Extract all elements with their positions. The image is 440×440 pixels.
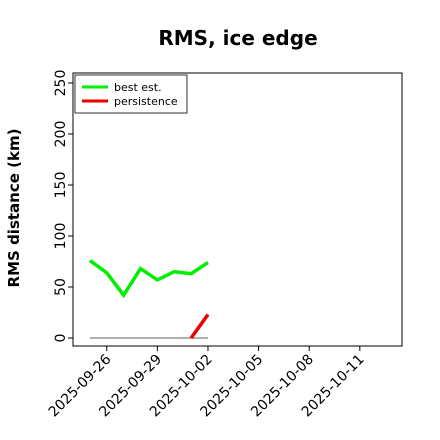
legend-box <box>74 74 188 114</box>
y-tick-label: 150 <box>53 172 69 199</box>
plot-area <box>72 72 403 347</box>
y-tick-label: 50 <box>53 278 69 296</box>
y-axis-label: RMS distance (km) <box>5 129 23 288</box>
y-tick-label: 200 <box>53 121 69 148</box>
series-line-persistence <box>189 313 210 340</box>
series-layer <box>88 259 210 340</box>
y-tick-label: 0 <box>53 334 69 343</box>
chart-title: RMS, ice edge <box>158 26 317 50</box>
legend: best est. persistence <box>74 74 188 114</box>
legend-label-best-est: best est. <box>114 81 162 94</box>
y-tick-label: 100 <box>53 223 69 250</box>
legend-label-persistence: persistence <box>114 95 178 108</box>
y-tick-label: 250 <box>53 70 69 97</box>
x-axis: 2025-09-262025-09-292025-10-022025-10-05… <box>46 346 368 420</box>
series-line-best-est <box>88 259 209 299</box>
y-axis: 0 50 100 150 200 250 <box>53 70 73 343</box>
